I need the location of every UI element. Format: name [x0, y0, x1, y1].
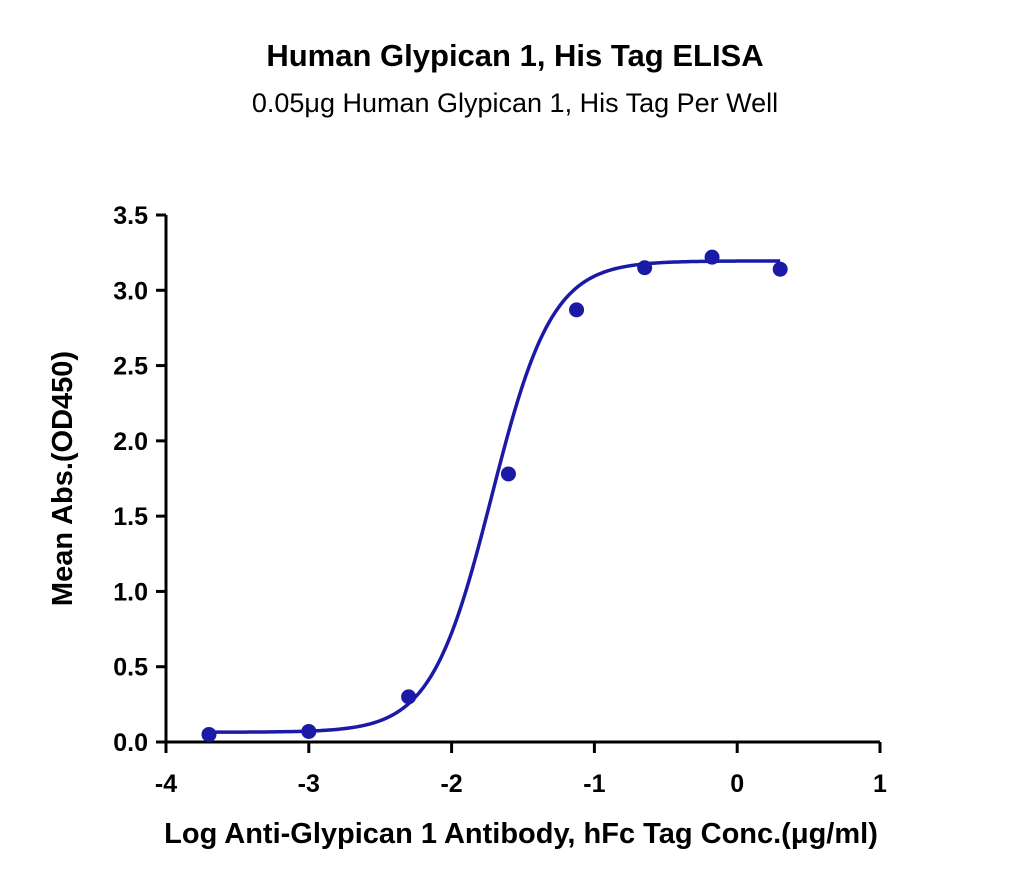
y-tick-label: 1.0	[113, 578, 148, 606]
data-point	[301, 723, 317, 739]
data-points	[201, 249, 788, 742]
x-tick-label: 1	[873, 770, 887, 798]
data-point	[704, 249, 720, 265]
data-point	[201, 726, 217, 742]
chart-subtitle: 0.05μg Human Glypican 1, His Tag Per Wel…	[251, 88, 779, 118]
x-axis-label: Log Anti-Glypican 1 Antibody, hFc Tag Co…	[164, 818, 878, 850]
data-point	[772, 261, 788, 277]
y-axis-label: Mean Abs.(OD450)	[47, 351, 79, 606]
y-tick-label: 0.0	[113, 729, 148, 757]
x-tick-label: -1	[583, 770, 605, 798]
y-tick-label: 2.5	[113, 353, 148, 381]
y-tick-label: 1.5	[113, 503, 148, 531]
axes	[164, 215, 880, 744]
x-tick-label: 0	[730, 770, 744, 798]
x-ticks: -4 -3 -2 -1 0 1	[155, 742, 887, 798]
x-tick-label: -4	[155, 770, 177, 798]
data-point	[569, 302, 585, 318]
chart-title: Human Glypican 1, His Tag ELISA	[266, 38, 764, 73]
y-ticks: 0.0 0.5 1.0 1.5 2.0 2.5 3.0 3.5	[113, 202, 166, 757]
y-tick-label: 2.0	[113, 428, 148, 456]
data-point	[401, 689, 417, 705]
x-tick-label: -2	[440, 770, 462, 798]
y-tick-label: 3.5	[113, 202, 148, 230]
y-tick-label: 0.5	[113, 654, 148, 682]
fit-curve	[208, 259, 781, 734]
data-point	[500, 466, 516, 482]
x-tick-label: -3	[298, 770, 320, 798]
y-tick-label: 3.0	[113, 277, 148, 305]
data-point	[637, 260, 653, 276]
